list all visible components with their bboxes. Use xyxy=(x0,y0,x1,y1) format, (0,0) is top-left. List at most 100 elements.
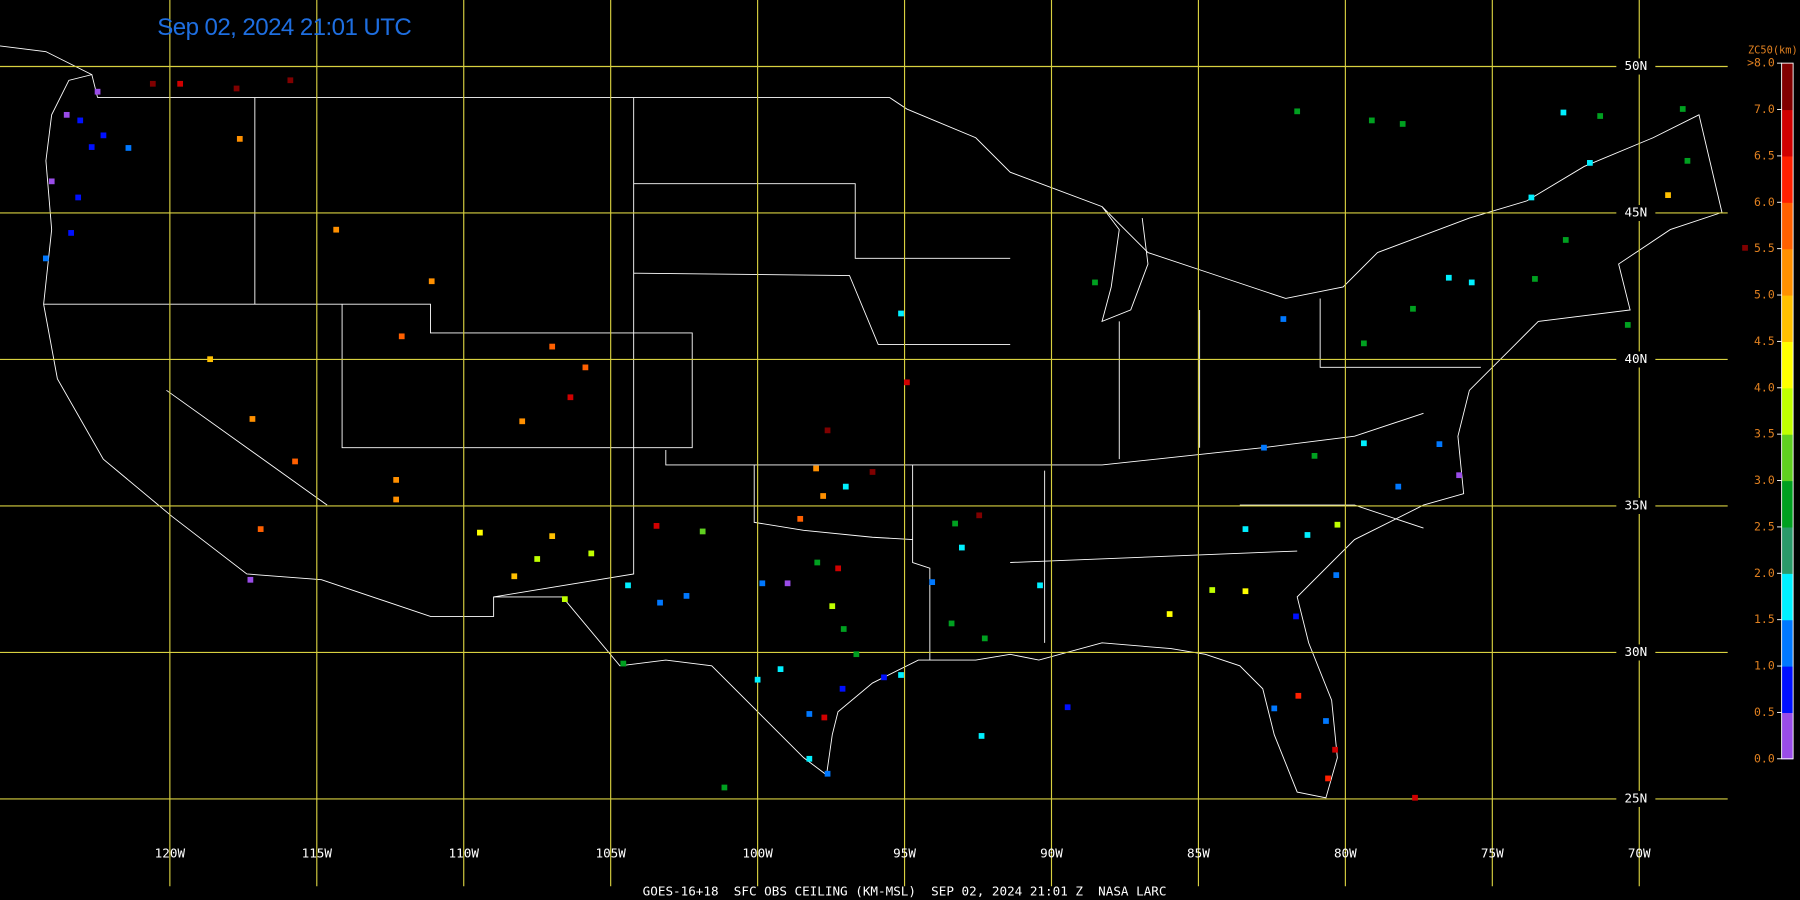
observation xyxy=(898,672,904,678)
label-backing xyxy=(1616,204,1656,222)
observation xyxy=(1333,572,1340,578)
colorbar-frame xyxy=(1781,62,1794,760)
observation xyxy=(588,550,595,557)
colorbar-label: 5.0 xyxy=(1754,288,1775,302)
observation xyxy=(806,755,813,762)
footer: GOES-16+18 SFC OBS CEILING (KM-MSL) SEP … xyxy=(643,883,1167,898)
observation xyxy=(233,85,240,92)
lon-label: 115W xyxy=(302,846,333,861)
observation xyxy=(287,77,294,84)
lat-label: 30N xyxy=(1624,644,1647,659)
observation xyxy=(257,526,264,532)
colorbar-band xyxy=(1781,526,1794,574)
observation xyxy=(1261,444,1267,451)
state-lines xyxy=(1010,551,1297,562)
observation xyxy=(853,651,860,658)
observation xyxy=(1528,194,1535,201)
observation xyxy=(948,620,955,627)
observation xyxy=(1325,775,1331,782)
observation xyxy=(821,714,828,721)
observation xyxy=(534,556,541,562)
colorbar-label: 2.5 xyxy=(1754,519,1775,533)
observation xyxy=(653,523,660,529)
colorbar-band xyxy=(1781,434,1794,482)
observation xyxy=(75,194,82,201)
observation xyxy=(820,493,827,499)
observation xyxy=(1399,121,1406,127)
observation xyxy=(1304,532,1311,538)
colorbar: 0.0 0.5 1.0 1.5 2.0 2.5 3.0 3.5 4.0 4.5 5.0 5.5 6.0 6… xyxy=(1747,45,1798,766)
observation xyxy=(511,573,518,580)
observation xyxy=(1361,440,1367,447)
lon-label: 70W xyxy=(1628,846,1651,861)
observation xyxy=(125,145,132,151)
observation xyxy=(1368,117,1375,124)
observation xyxy=(1587,160,1593,166)
state-lines xyxy=(754,465,912,540)
observation xyxy=(519,418,526,425)
observation xyxy=(398,333,405,340)
lon-label: 85W xyxy=(1187,846,1210,861)
state-lines xyxy=(634,273,1011,344)
colorbar-label: 0.0 xyxy=(1754,751,1775,765)
lon-label: 75W xyxy=(1481,846,1504,861)
observation xyxy=(1665,192,1671,198)
observation xyxy=(952,520,958,527)
observation xyxy=(236,135,243,142)
observation xyxy=(88,144,95,150)
observation xyxy=(1295,692,1302,699)
observation xyxy=(824,427,831,434)
observation xyxy=(754,676,761,683)
observation xyxy=(840,626,847,632)
observation xyxy=(978,733,985,739)
observation xyxy=(683,593,690,599)
observation xyxy=(797,515,804,522)
label-backing xyxy=(1616,58,1656,75)
observation xyxy=(1323,718,1329,724)
colorbar-label: 7.0 xyxy=(1754,102,1775,116)
colorbar-band xyxy=(1781,295,1794,342)
observation xyxy=(1037,582,1043,589)
colorbar-band xyxy=(1781,341,1794,389)
observation xyxy=(1560,109,1567,116)
grid: 120W 115W 110W 105W 100W 95W 90W 85W 80W 75W 70W 50… xyxy=(0,0,1728,887)
observation xyxy=(177,80,184,87)
observation xyxy=(835,565,842,572)
observation xyxy=(582,364,589,371)
observation xyxy=(1684,157,1691,164)
observation xyxy=(561,596,568,602)
colorbar-band xyxy=(1781,63,1794,111)
observation xyxy=(1311,452,1318,459)
lat-label: 40N xyxy=(1624,351,1647,366)
us-outline xyxy=(44,75,1722,798)
observation xyxy=(1361,340,1367,347)
colorbar-title: ZC50(km) xyxy=(1748,45,1798,57)
observation xyxy=(567,394,574,401)
observation xyxy=(1456,472,1462,479)
colorbar-label: 2.0 xyxy=(1754,566,1775,580)
observation xyxy=(149,80,156,87)
state-lines xyxy=(1320,298,1481,367)
observation xyxy=(428,278,435,285)
observation xyxy=(881,674,887,681)
state-lines xyxy=(166,390,327,505)
lon-label: 100W xyxy=(742,846,773,861)
observation xyxy=(839,685,846,692)
observation xyxy=(869,469,876,475)
outlines xyxy=(0,46,1722,798)
colorbar-label: 4.0 xyxy=(1754,380,1775,394)
lat-label: 25N xyxy=(1624,790,1647,805)
observation xyxy=(699,528,706,535)
observation xyxy=(1395,483,1402,490)
colorbar-band xyxy=(1781,666,1794,713)
observation xyxy=(842,483,849,490)
observation xyxy=(1242,588,1249,595)
colorbar-band xyxy=(1781,109,1794,157)
observation xyxy=(393,496,400,503)
lat-label: 50N xyxy=(1624,58,1647,73)
observation xyxy=(1092,279,1098,286)
observation xyxy=(1412,794,1418,801)
label-backing xyxy=(1616,351,1656,368)
observation xyxy=(1445,274,1452,281)
